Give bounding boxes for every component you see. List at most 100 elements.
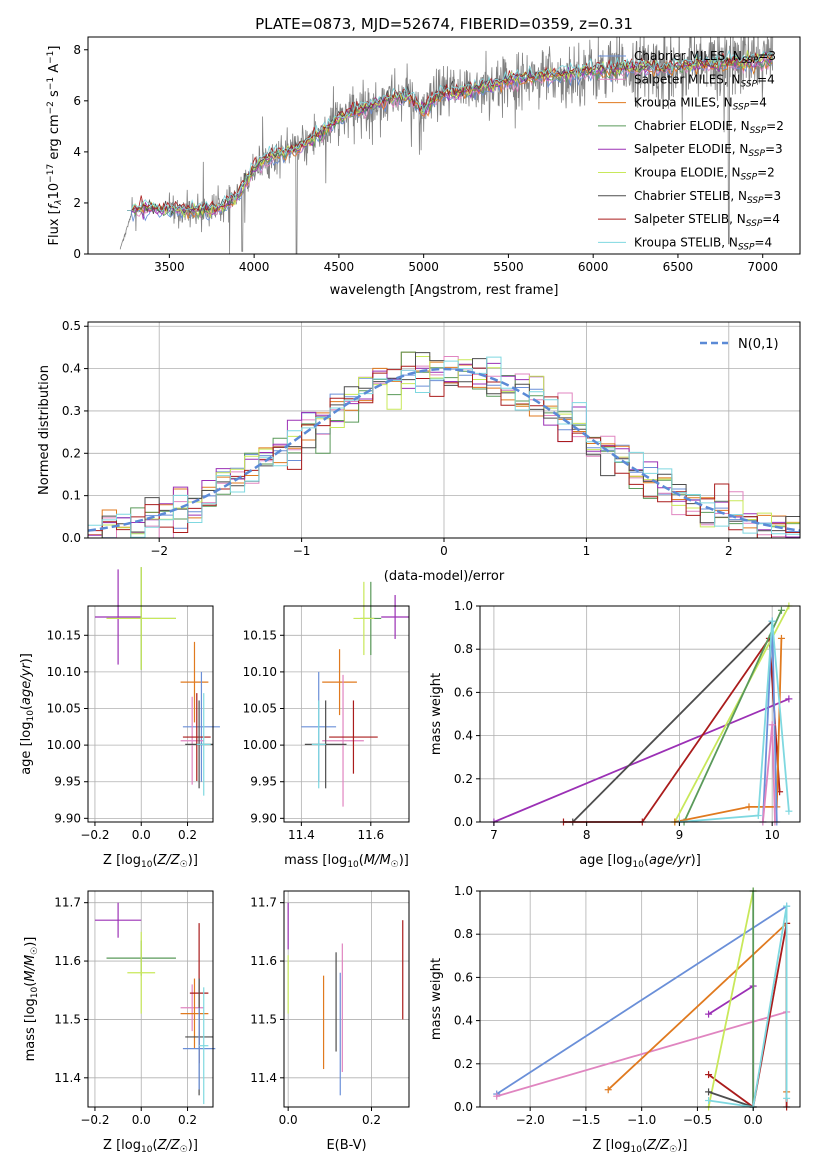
x-tick-label: 5000 xyxy=(408,260,439,274)
y-tick-label: 0.4 xyxy=(62,362,81,376)
y-tick-label: 8 xyxy=(73,43,81,57)
x-tick-label: 0.2 xyxy=(178,828,197,842)
y-tick-label: 0.6 xyxy=(454,970,473,984)
x-axis-label: age [log10(age/yr)] xyxy=(579,853,701,870)
x-tick-label: −1.5 xyxy=(571,1113,600,1127)
legend-label: Kroupa ELODIE, NSSP=2 xyxy=(634,166,775,183)
y-tick-label: 0.8 xyxy=(454,642,473,656)
mass-vs-EBV-panel: 0.0 0.2 11.4 11.5 11.6 11.7 E(B-V) xyxy=(250,890,410,1153)
x-tick-label: 7000 xyxy=(747,260,778,274)
y-tick-label: 11.5 xyxy=(250,1012,277,1026)
x-tick-label: 5500 xyxy=(493,260,524,274)
mass-weight-vs-Z-panel: −2.0 −1.5 −1.0 −0.5 0.0 0.0 0.2 0.4 0.6 0.8 1.0 Z [… xyxy=(429,884,801,1155)
x-axis-label: E(B-V) xyxy=(326,1138,366,1153)
legend-label: Salpeter MILES, NSSP=4 xyxy=(634,72,775,89)
x-tick-label: 11.6 xyxy=(357,828,384,842)
x-tick-label: 11.4 xyxy=(288,828,315,842)
y-tick-label: 11.5 xyxy=(54,1012,81,1026)
x-axis-label: wavelength [Angstrom, rest frame] xyxy=(330,283,559,298)
y-tick-label: 0.2 xyxy=(454,772,473,786)
x-tick-label: 9 xyxy=(676,828,684,842)
weight-line-salpeter_elodie xyxy=(708,984,755,1107)
spectrum-panel: 3500 4000 4500 5000 5500 6000 6500 7000 0 2 4 6 8 wav… xyxy=(46,36,801,298)
x-tick-label: 3500 xyxy=(154,260,185,274)
weight-line-kroupa_stelib xyxy=(708,905,788,1109)
x-tick-label: 0 xyxy=(440,544,448,558)
legend-label: Salpeter STELIB, NSSP=4 xyxy=(634,212,780,229)
y-tick-label: 0.8 xyxy=(454,927,473,941)
x-tick-label: 0.0 xyxy=(279,1113,298,1127)
legend-label: Salpeter ELODIE, NSSP=3 xyxy=(634,142,783,159)
y-tick-label: 11.6 xyxy=(250,954,277,968)
x-tick-label: −2 xyxy=(150,544,168,558)
y-axis-label: Flux [fλ10−17 erg cm−2 s−1 A−1] xyxy=(46,46,64,246)
weight-line-chabrier_stelib xyxy=(708,1091,754,1108)
y-axis-label: Normed distribution xyxy=(37,365,52,495)
legend-label: Chabrier ELODIE, NSSP=2 xyxy=(634,119,784,136)
x-tick-label: 0.2 xyxy=(178,1113,197,1127)
y-tick-label: 9.95 xyxy=(54,775,81,789)
legend-label: Chabrier MILES, NSSP=3 xyxy=(634,49,776,66)
x-tick-label: 6000 xyxy=(578,260,609,274)
histogram-plot-area xyxy=(88,351,800,538)
y-tick-label: 0.0 xyxy=(454,815,473,829)
y-tick-label: 10.05 xyxy=(243,702,277,716)
y-tick-label: 11.4 xyxy=(54,1071,81,1085)
y-tick-label: 2 xyxy=(73,196,81,210)
mass-vs-Z-panel: −0.2 0.0 0.2 11.4 11.5 11.6 11.7 Z [log10(Z/Z☉)… xyxy=(23,890,216,1155)
y-tick-label: 0.2 xyxy=(454,1057,473,1071)
axes-frame xyxy=(283,605,410,823)
legend-label: Kroupa STELIB, NSSP=4 xyxy=(634,235,772,252)
axes-frame xyxy=(479,605,801,823)
y-axis-label: mass weight xyxy=(429,958,444,1040)
x-tick-label: 10 xyxy=(765,828,780,842)
y-tick-label: 0 xyxy=(73,247,81,261)
y-tick-label: 1.0 xyxy=(454,599,473,613)
y-tick-label: 10.10 xyxy=(47,665,81,679)
y-tick-label: 10.15 xyxy=(47,628,81,642)
x-tick-label: −0.2 xyxy=(80,828,109,842)
weight-line-chabrier_stelib xyxy=(572,620,773,823)
weight-line-salpeter_elodie xyxy=(493,698,790,823)
y-tick-label: 11.6 xyxy=(54,954,81,968)
figure-title: PLATE=0873, MJD=52674, FIBERID=0359, z=0… xyxy=(255,15,633,33)
y-tick-label: 0.1 xyxy=(62,489,81,503)
weight-line-chabrier_miles xyxy=(496,905,788,1095)
y-tick-label: 4 xyxy=(73,145,81,159)
x-tick-label: 8 xyxy=(583,828,591,842)
y-tick-label: 10.00 xyxy=(243,738,277,752)
y-tick-label: 11.7 xyxy=(54,896,81,910)
y-axis-label: age [log10(age/yr)] xyxy=(19,653,36,775)
y-tick-label: 0.5 xyxy=(62,319,81,333)
y-tick-label: 10.00 xyxy=(47,738,81,752)
legend-label: Chabrier STELIB, NSSP=3 xyxy=(634,189,781,206)
x-tick-label: 6500 xyxy=(663,260,694,274)
y-tick-label: 9.90 xyxy=(250,811,277,825)
x-tick-label: 0.0 xyxy=(132,828,151,842)
x-axis-label: Z [log10(Z/Z☉)] xyxy=(593,1138,688,1155)
y-axis-label: mass [log10(M/M☉)] xyxy=(23,937,40,1062)
y-tick-label: 11.4 xyxy=(250,1071,277,1085)
x-tick-label: 4000 xyxy=(239,260,270,274)
y-axis-label: mass weight xyxy=(429,673,444,755)
legend-label-normal: N(0,1) xyxy=(738,337,779,352)
x-tick-label: 0.0 xyxy=(744,1113,763,1127)
mass-weight-vs-age-panel: 7 8 9 10 0.0 0.2 0.4 0.6 0.8 1.0 age [log10(age/yr… xyxy=(429,599,801,870)
x-axis-label: Z [log10(Z/Z☉)] xyxy=(103,1138,198,1155)
residual-histogram-panel: −2 −1 0 1 2 0.0 0.1 0.2 0.3 0.4 0.5 (data-model)/er… xyxy=(37,319,801,584)
y-tick-label: 0.6 xyxy=(454,685,473,699)
x-tick-label: −2.0 xyxy=(516,1113,545,1127)
weight-line-chabrier_elodie xyxy=(683,609,783,823)
y-tick-label: 0.3 xyxy=(62,404,81,418)
x-tick-label: −1 xyxy=(293,544,311,558)
axes-frame xyxy=(87,605,214,823)
y-tick-label: 0.4 xyxy=(454,1014,473,1028)
x-tick-label: 2 xyxy=(725,544,733,558)
x-tick-label: −1.0 xyxy=(627,1113,656,1127)
axes-frame xyxy=(283,890,410,1108)
x-axis-label: Z [log10(Z/Z☉)] xyxy=(103,853,198,870)
y-tick-label: 6 xyxy=(73,94,81,108)
y-tick-label: 11.7 xyxy=(250,896,277,910)
x-axis-label: (data-model)/error xyxy=(384,569,505,584)
